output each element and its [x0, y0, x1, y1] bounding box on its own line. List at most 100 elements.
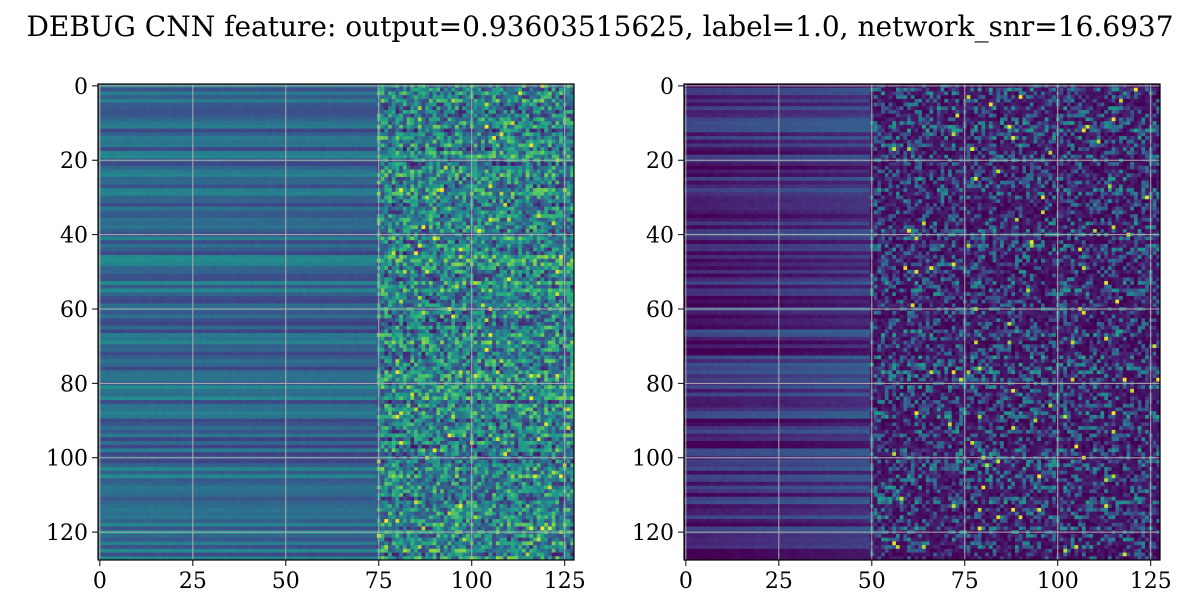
heat-cell — [343, 165, 348, 170]
heat-cell — [250, 117, 255, 122]
heat-cell — [380, 110, 385, 115]
heat-cell — [302, 121, 307, 126]
heat-cell — [116, 124, 121, 130]
heat-cell — [555, 121, 560, 126]
heat-cell — [254, 214, 259, 219]
heat-cell — [112, 132, 117, 137]
heat-cell — [414, 91, 419, 96]
heat-cell — [120, 188, 125, 193]
heat-cell — [157, 188, 162, 193]
heat-cell — [455, 169, 460, 174]
heat-cell — [112, 210, 117, 215]
heat-cell — [518, 162, 523, 167]
heat-cell — [172, 121, 177, 126]
heat-cell — [246, 136, 251, 141]
heat-cell — [347, 102, 352, 107]
heat-cell — [135, 150, 140, 156]
heat-cell — [328, 180, 333, 185]
heat-cell — [131, 98, 136, 103]
heat-cell — [384, 210, 389, 215]
heat-cell — [533, 95, 538, 100]
heat-cell — [466, 225, 471, 230]
heat-cell — [518, 139, 523, 144]
heat-cell — [365, 180, 370, 185]
heat-cell — [124, 169, 129, 174]
heat-cell — [339, 87, 344, 92]
heat-cell — [570, 173, 575, 178]
heat-cell — [161, 87, 166, 92]
heat-cell — [395, 113, 400, 118]
heat-cell — [488, 154, 493, 159]
heat-cell — [138, 184, 144, 189]
heat-cell — [228, 214, 233, 219]
heat-cell — [443, 169, 448, 174]
heat-cell — [254, 132, 259, 137]
heat-cell — [451, 95, 456, 100]
heat-cell — [559, 117, 564, 122]
heat-cell — [228, 203, 233, 208]
heat-cell — [391, 162, 396, 167]
heat-cell — [235, 132, 240, 137]
heat-cell — [224, 91, 229, 96]
heat-cell — [447, 91, 452, 96]
heat-cell — [451, 210, 456, 215]
heat-cell — [112, 206, 117, 211]
heat-cell — [328, 191, 333, 196]
heat-cell — [269, 188, 274, 193]
heat-cell — [309, 98, 315, 103]
heat-cell — [395, 102, 400, 107]
heat-cell — [384, 95, 389, 100]
heat-cell — [514, 165, 519, 170]
heat-cell — [462, 132, 467, 137]
heat-cell — [402, 199, 408, 204]
heat-cell — [269, 221, 274, 226]
heat-cell — [112, 225, 117, 230]
heat-cell — [566, 102, 571, 107]
heat-cell — [417, 124, 422, 130]
heat-cell — [570, 147, 575, 152]
heat-cell — [428, 95, 434, 100]
heat-cell — [425, 91, 430, 96]
heat-cell — [328, 113, 333, 118]
heat-cell — [164, 199, 170, 204]
heat-cell — [432, 214, 437, 219]
heat-cell — [302, 143, 307, 148]
heat-cell — [547, 154, 553, 159]
heat-cell — [443, 217, 448, 222]
heat-cell — [246, 110, 251, 115]
heat-cell — [332, 184, 337, 189]
heat-cell — [265, 154, 270, 159]
heat-cell — [443, 176, 448, 182]
heat-cell — [495, 184, 501, 189]
heat-cell — [246, 143, 251, 148]
heat-cell — [499, 106, 504, 111]
heat-cell — [428, 217, 434, 222]
heat-cell — [507, 102, 512, 107]
heat-cell — [120, 176, 125, 182]
heat-cell — [492, 173, 497, 178]
heat-cell — [551, 132, 556, 137]
heat-cell — [518, 147, 523, 152]
heat-cell — [544, 106, 549, 111]
heat-cell — [202, 162, 207, 167]
heat-cell — [477, 162, 482, 167]
heat-cell — [164, 121, 170, 126]
heat-cell — [499, 184, 504, 189]
heat-cell — [336, 221, 341, 226]
heat-cell — [298, 225, 303, 230]
heat-cell — [272, 180, 277, 185]
heat-cell — [380, 176, 385, 182]
heat-cell — [131, 221, 136, 226]
heat-cell — [536, 98, 541, 103]
heat-cell — [521, 124, 527, 130]
heat-cell — [406, 180, 411, 185]
heat-cell — [187, 217, 192, 222]
heat-cell — [306, 176, 311, 182]
heat-cell — [343, 217, 348, 222]
heat-cell — [276, 180, 281, 185]
heat-cell — [499, 102, 504, 107]
heat-cell — [436, 102, 441, 107]
heat-cell — [343, 110, 348, 115]
heat-cell — [414, 121, 419, 126]
heat-cell — [529, 139, 534, 144]
